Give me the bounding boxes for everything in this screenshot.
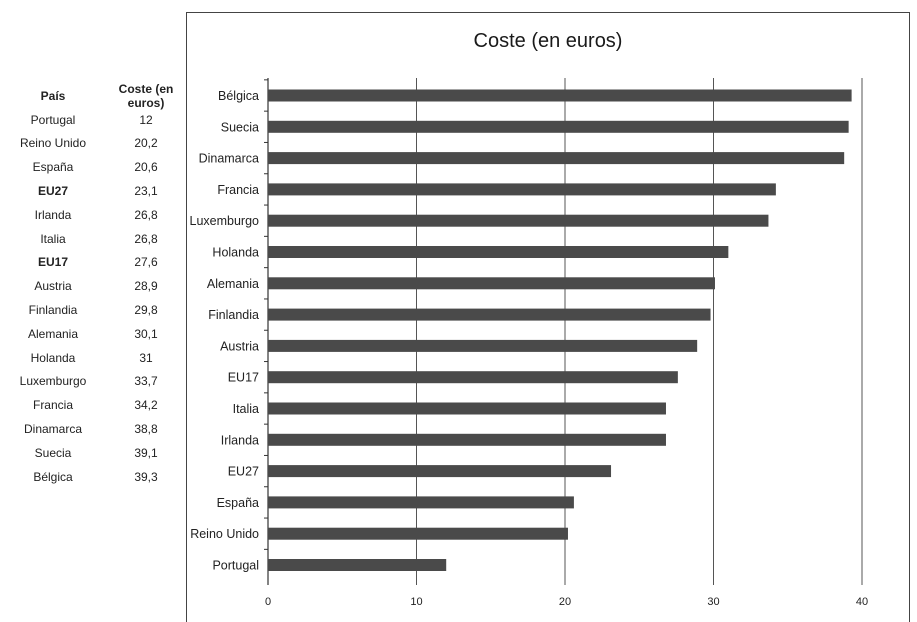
bar — [268, 559, 447, 571]
table-cell-country: Suecia — [34, 445, 72, 460]
y-tick-label: Portugal — [212, 559, 259, 573]
chart-frame — [186, 12, 910, 622]
table-row: Austria 28,9 — [0, 274, 186, 298]
table-cell-country: Finlandia — [28, 303, 78, 318]
bar — [268, 152, 845, 165]
y-tick-label: EU17 — [228, 371, 259, 385]
chart-title: Coste (en euros) — [473, 30, 623, 52]
table-cell-country: Holanda — [30, 350, 76, 365]
table-cell-value: 26,8 — [134, 231, 158, 246]
y-tick-label: Alemania — [207, 277, 259, 291]
table-cell-country: Austria — [34, 279, 72, 294]
header-country: País — [40, 88, 66, 103]
y-tick-label: España — [217, 496, 259, 510]
table-row: Bélgica 39,3 — [0, 465, 186, 489]
y-tick-label: EU27 — [228, 465, 259, 479]
bar — [268, 527, 568, 540]
table-row: Dinamarca 38,8 — [0, 417, 186, 441]
bar — [268, 89, 852, 102]
table-row: Italia 26,8 — [0, 227, 186, 251]
table-cell-value: 27,6 — [134, 255, 158, 270]
table-cell-country: Dinamarca — [23, 422, 83, 437]
table-cell-country: Alemania — [27, 326, 79, 341]
table-cell-country: EU17 — [37, 255, 69, 270]
table-row: Holanda 31 — [0, 346, 186, 370]
table-cell-value: 26,8 — [134, 207, 158, 222]
table-cell-value: 39,3 — [134, 469, 158, 484]
y-tick-label: Dinamarca — [199, 152, 259, 166]
y-tick-label: Italia — [233, 402, 259, 416]
y-tick-label: Luxemburgo — [190, 214, 260, 228]
table-cell-country: Luxemburgo — [19, 374, 87, 389]
table-cell-country: Portugal — [30, 112, 76, 127]
y-tick-label: Bélgica — [218, 89, 259, 103]
y-tick-label: Finlandia — [208, 308, 259, 322]
bar — [268, 433, 666, 446]
table-cell-country: España — [32, 160, 74, 175]
table-header: País Coste (en euros) — [0, 81, 186, 110]
table-row: Portugal 12 — [0, 108, 186, 132]
table-cell-value: 28,9 — [134, 279, 158, 294]
y-tick-label: Reino Unido — [190, 527, 259, 541]
table-cell-value: 38,8 — [134, 422, 158, 437]
bar — [268, 183, 776, 196]
bar — [268, 402, 666, 415]
header-value: Coste (en euros) — [118, 81, 174, 110]
table-cell-country: Bélgica — [33, 469, 73, 484]
table-row: Alemania 30,1 — [0, 322, 186, 346]
y-tick-label: Suecia — [221, 120, 259, 134]
table-row: Suecia 39,1 — [0, 441, 186, 465]
bar — [268, 339, 698, 352]
table-cell-value: 29,8 — [134, 303, 158, 318]
data-table: País Coste (en euros) Portugal 12 Reino Un… — [0, 81, 186, 489]
y-tick-label: Holanda — [212, 246, 259, 260]
bar — [268, 277, 715, 290]
x-tick-label: 10 — [410, 596, 422, 608]
table-cell-value: 31 — [139, 350, 153, 365]
x-tick-label: 30 — [707, 596, 719, 608]
table-row: EU17 27,6 — [0, 251, 186, 275]
table-row: EU27 23,1 — [0, 179, 186, 203]
table-cell-value: 34,2 — [134, 398, 158, 413]
table-row: España 20,6 — [0, 155, 186, 179]
table-cell-value: 39,1 — [134, 445, 158, 460]
table-row: Finlandia 29,8 — [0, 298, 186, 322]
bar — [268, 308, 711, 321]
y-tick-label: Francia — [217, 183, 259, 197]
bar — [268, 465, 612, 478]
table-cell-country: Francia — [32, 398, 73, 413]
x-tick-label: 0 — [265, 596, 271, 608]
table-cell-country: Reino Unido — [19, 136, 87, 151]
table-cell-value: 20,2 — [134, 136, 158, 151]
table-cell-value: 30,1 — [134, 326, 158, 341]
table-row: Francia 34,2 — [0, 393, 186, 417]
bar — [268, 496, 574, 509]
table-cell-value: 12 — [139, 112, 153, 127]
bar — [268, 120, 849, 133]
bar — [268, 214, 769, 227]
bar — [268, 371, 678, 384]
table-row: Reino Unido 20,2 — [0, 132, 186, 156]
table-cell-value: 20,6 — [134, 160, 158, 175]
table-cell-country: EU27 — [37, 184, 69, 199]
table-cell-country: Italia — [40, 231, 66, 246]
x-tick-label: 20 — [559, 596, 571, 608]
bar — [268, 246, 729, 258]
y-tick-label: Irlanda — [221, 433, 259, 447]
table-cell-country: Irlanda — [34, 207, 72, 222]
table-cell-value: 33,7 — [134, 374, 158, 389]
x-tick-label: 40 — [856, 596, 868, 608]
table-row: Luxemburgo 33,7 — [0, 370, 186, 394]
table-row: Irlanda 26,8 — [0, 203, 186, 227]
y-tick-label: Austria — [220, 339, 259, 353]
table-cell-value: 23,1 — [134, 184, 158, 199]
